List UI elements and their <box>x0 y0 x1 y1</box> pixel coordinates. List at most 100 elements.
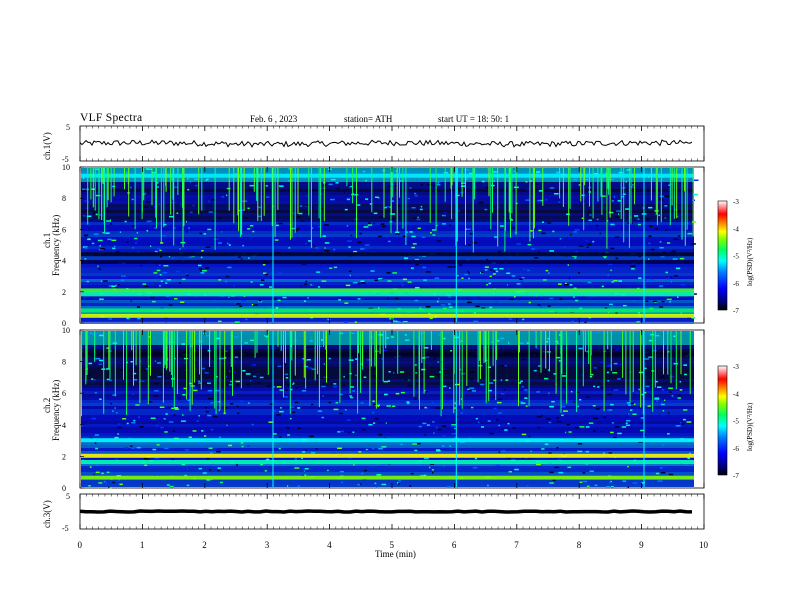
spec2-speckle <box>535 347 539 349</box>
spec1-speckle <box>127 196 129 198</box>
spec1-speckle <box>411 246 415 249</box>
spec1-speckle <box>157 247 160 250</box>
spec2-speckle <box>393 372 395 374</box>
spec1-speckle <box>120 279 125 281</box>
spec1-row <box>81 273 694 276</box>
spec2-speckle <box>294 480 300 482</box>
spec2-speckle <box>541 415 543 417</box>
spec2-speckle <box>259 376 264 379</box>
spec2-speckle <box>280 407 282 409</box>
spec1-speckle <box>221 196 225 198</box>
spec1-speckle <box>664 205 668 207</box>
spec1-speckle <box>394 185 397 187</box>
spec2-speckle <box>182 414 184 416</box>
spec2-row <box>81 373 694 376</box>
spec2-speckle <box>548 392 550 394</box>
spec1-speckle <box>485 186 490 189</box>
spec1-speckle <box>108 318 112 320</box>
spec1-speckle <box>468 272 470 274</box>
spec1-speckle <box>121 275 126 277</box>
spec1-speckle <box>511 275 516 277</box>
spec2-speckle <box>227 382 229 384</box>
spec1-speckle <box>644 279 647 281</box>
spec1-speckle <box>368 222 371 224</box>
spec1-speckle <box>489 306 493 309</box>
spec1-speckle <box>251 304 255 306</box>
spec1-speckle <box>633 300 636 302</box>
spec1-speckle <box>411 235 416 238</box>
spec1-speckle <box>199 268 203 270</box>
spec1-speckle <box>587 213 589 216</box>
spec2-speckle <box>117 423 121 425</box>
spec2-speckle <box>344 409 347 411</box>
spec2-speckle <box>273 371 275 374</box>
spec1-speckle <box>602 255 608 258</box>
spec1-speckle <box>489 228 491 231</box>
spec2-speckle <box>181 463 186 466</box>
spec1-speckle <box>579 245 584 247</box>
spec1-speckle <box>142 283 147 285</box>
spec1-speckle <box>648 206 653 209</box>
spec1-speckle <box>569 284 573 286</box>
spec2-speckle <box>485 357 490 359</box>
spec1-speckle <box>469 233 474 235</box>
spec1-speckle <box>638 277 642 279</box>
spec2-speckle <box>487 484 489 487</box>
spec1-speckle <box>456 187 461 190</box>
spec2-speckle <box>115 412 118 414</box>
spec1-speckle <box>586 240 588 242</box>
spec2-speckle <box>297 485 301 487</box>
spec1-speckle <box>650 278 653 281</box>
spec1-speckle <box>489 275 492 278</box>
spec2-speckle <box>451 433 457 435</box>
spec2-speckle <box>350 386 355 388</box>
spec1-speckle <box>344 302 349 304</box>
spec1-row <box>81 219 694 222</box>
spec1-speckle <box>559 298 562 300</box>
spec2-row <box>81 349 694 352</box>
spec2-speckle <box>375 404 380 406</box>
spec1-speckle <box>195 184 198 187</box>
spec2-speckle <box>157 376 162 378</box>
spec2-speckle <box>680 421 682 424</box>
spec2-speckle <box>659 376 665 378</box>
spec2-speckle <box>323 376 328 378</box>
spec2-speckle <box>164 431 168 433</box>
spec2-speckle <box>359 369 363 371</box>
spec2-speckle <box>339 470 344 473</box>
spec1-speckle <box>228 244 231 246</box>
spec1-speckle <box>236 303 241 305</box>
ch1-colorbar: log(PSD)(V²/Hz) -3 -4 -5 -6 -7 <box>717 198 754 315</box>
spec2-speckle <box>372 447 375 450</box>
spec1-speckle <box>548 195 553 197</box>
spec1-speckle <box>484 269 488 271</box>
x-tick-label: 2 <box>202 540 207 550</box>
spec2-row <box>81 481 694 484</box>
spec1-speckle <box>330 198 335 201</box>
spec1-speckle <box>99 214 102 216</box>
spec2-speckle <box>216 450 221 453</box>
spec2-speckle <box>272 433 277 435</box>
spec2-row <box>81 397 694 400</box>
spec2-speckle <box>655 380 658 383</box>
spec2-speckle <box>644 367 647 370</box>
spec2-speckle <box>153 395 159 397</box>
spec2-speckle <box>424 434 426 436</box>
spec1-speckle <box>346 197 351 200</box>
spec2-speckle <box>155 424 159 427</box>
spec1-speckle <box>613 196 615 198</box>
spec1-speckle <box>658 197 663 199</box>
spec1-speckle <box>378 307 380 309</box>
spec1-speckle <box>83 246 88 248</box>
spec2-speckle <box>552 479 556 481</box>
spec1-speckle <box>439 181 443 183</box>
spec2-speckle <box>220 481 223 484</box>
spec2-speckle <box>632 413 637 415</box>
spec2-speckle <box>112 394 117 396</box>
spec2-speckle <box>416 442 421 445</box>
spec2-speckle <box>287 485 289 487</box>
spec2-speckle <box>563 410 568 412</box>
spec2-speckle <box>372 368 377 370</box>
spec1-speckle <box>387 297 389 299</box>
spec1-speckle <box>345 284 351 287</box>
